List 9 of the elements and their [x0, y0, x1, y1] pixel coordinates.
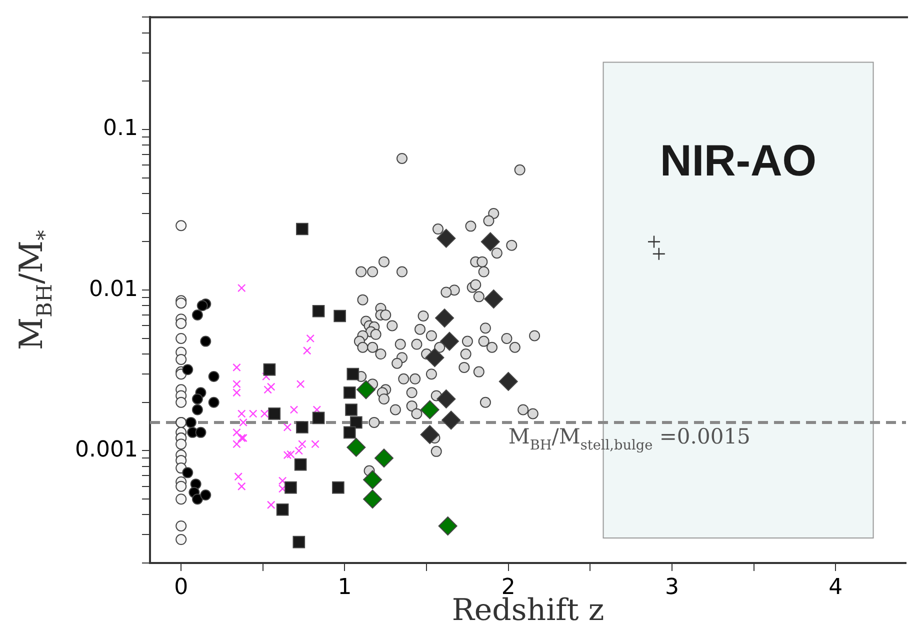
y-axis-title: MBH/M*	[12, 229, 57, 350]
y-tick-label: 0.1	[103, 116, 138, 142]
x-tick-label: 0	[174, 574, 188, 600]
x-tick-label: 3	[665, 574, 679, 600]
band-label: NIR-AO	[660, 136, 816, 186]
x-tick-label: 1	[338, 574, 352, 600]
x-tick-label: 4	[828, 574, 843, 600]
y-tick-label: 0.001	[75, 437, 138, 462]
y-tick-label: 0.01	[89, 276, 138, 302]
